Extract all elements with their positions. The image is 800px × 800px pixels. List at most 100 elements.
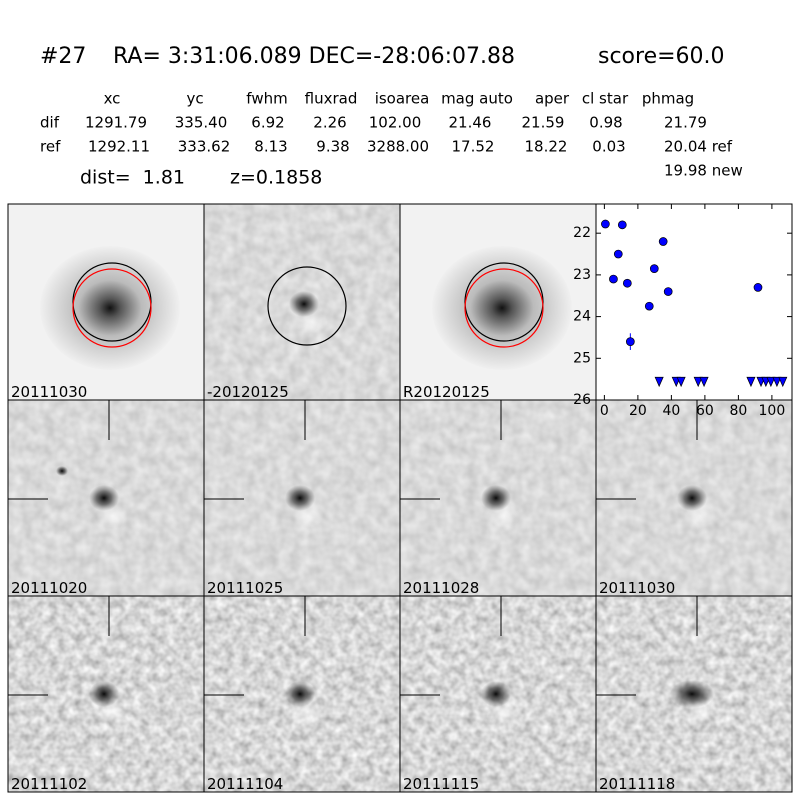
- upper-limit: [676, 376, 686, 388]
- panel-label: R20120125: [403, 383, 490, 401]
- column-header: isoarea: [375, 90, 430, 108]
- point: [601, 219, 610, 229]
- upper-limit: [746, 376, 756, 388]
- panel-label: 20111104: [207, 775, 283, 793]
- aperture: [267, 266, 347, 346]
- y-tick-label: 25: [573, 350, 591, 366]
- table-cell: 21.59: [522, 114, 565, 132]
- x-tick-label: 100: [759, 403, 786, 419]
- y-tick-label: 22: [573, 225, 591, 241]
- score: score=60.0: [598, 44, 725, 69]
- point: [622, 278, 632, 288]
- panel-label: 20111102: [11, 775, 87, 793]
- image-panel: 20111020: [7, 399, 205, 597]
- point: [753, 283, 763, 292]
- point: [625, 337, 635, 346]
- distance: dist= 1.81: [80, 167, 185, 189]
- y-tick-label: 23: [573, 267, 591, 283]
- table-cell: 21.79: [664, 114, 707, 132]
- column-header: yc: [186, 90, 203, 108]
- column-header: fluxrad: [305, 90, 358, 108]
- table-cell: 1291.79: [85, 114, 147, 132]
- panel-label: 20111025: [207, 579, 283, 597]
- table-cell: 335.40: [175, 114, 228, 132]
- panel-label: 20111118: [599, 775, 675, 793]
- source: [670, 680, 714, 708]
- panel-label: 20111030: [599, 579, 675, 597]
- plot-bg: [596, 204, 792, 400]
- panel-frame: [595, 595, 793, 793]
- panel-label: 20111115: [403, 775, 479, 793]
- upper-limit: [766, 376, 776, 388]
- table-cell: 9.38: [316, 138, 349, 156]
- point: [644, 301, 654, 311]
- panel-label: 20111020: [11, 579, 87, 597]
- plot-frame: [595, 203, 793, 401]
- column-header: aper: [535, 90, 570, 108]
- table-cell: 21.46: [449, 114, 492, 132]
- image-panel: 20111104: [203, 595, 401, 793]
- row-label: ref: [40, 138, 61, 156]
- galaxy: [432, 246, 572, 370]
- source: [89, 485, 119, 511]
- point: [649, 264, 659, 273]
- row-label: dif: [40, 114, 60, 132]
- column-header: xc: [104, 90, 121, 108]
- candidate-id: #27: [40, 44, 86, 69]
- panel-label: 20111030: [11, 383, 87, 401]
- table-cell: 0.03: [592, 138, 625, 156]
- point: [609, 274, 618, 284]
- table-cell: 102.00: [369, 114, 422, 132]
- point: [658, 237, 668, 246]
- header: #27 RA= 3:31:06.089 DEC=-28:06:07.88 sco…: [40, 44, 743, 189]
- table-cell: 2.26: [313, 114, 346, 132]
- upper-limit: [654, 376, 664, 388]
- galaxy: [40, 246, 180, 370]
- image-panel: 20111102: [7, 595, 205, 793]
- source: [289, 291, 319, 317]
- column-header: mag auto: [441, 90, 513, 108]
- x-tick-label: 60: [696, 403, 714, 419]
- table-cell: 3288.00: [367, 138, 429, 156]
- source: [89, 681, 119, 707]
- point: [617, 220, 627, 230]
- source: [285, 485, 315, 511]
- point: [613, 249, 623, 259]
- upper-limit: [699, 376, 709, 388]
- x-tick-label: 80: [729, 403, 747, 419]
- table-cell: 18.22: [525, 138, 568, 156]
- x-tick-label: 20: [629, 403, 647, 419]
- upper-limit: [693, 376, 703, 388]
- image-panel: 20111115: [399, 595, 597, 793]
- image-panel: -20120125: [203, 203, 401, 401]
- image-panel: 20111028: [399, 399, 597, 597]
- table-cell: 20.04 ref: [664, 138, 733, 156]
- x-tick-label: 40: [662, 403, 680, 419]
- x-tick-label: 0: [600, 403, 609, 419]
- source: [56, 466, 68, 476]
- panel-label: 20111028: [403, 579, 479, 597]
- table-cell: 17.52: [452, 138, 495, 156]
- image-panel: 20111030: [7, 203, 205, 401]
- y-tick-label: 26: [573, 392, 591, 408]
- image-panel: 20111025: [203, 399, 401, 597]
- upper-limit: [772, 376, 782, 388]
- source: [285, 681, 315, 707]
- table-cell: 6.92: [251, 114, 284, 132]
- point: [663, 287, 673, 296]
- column-header: cl star: [582, 90, 629, 108]
- redshift: z=0.1858: [230, 167, 322, 189]
- panel-label: -20120125: [207, 383, 289, 401]
- aperture: [464, 268, 544, 348]
- source: [481, 485, 511, 511]
- y-tick-label: 24: [573, 309, 591, 325]
- aperture: [72, 268, 152, 348]
- image-panel: 20111118: [595, 595, 793, 793]
- source: [677, 485, 707, 511]
- upper-limit: [778, 376, 788, 388]
- column-header: fwhm: [246, 90, 287, 108]
- table-cell: 8.13: [254, 138, 287, 156]
- table-cell: 0.98: [589, 114, 622, 132]
- column-header: phmag: [642, 90, 694, 108]
